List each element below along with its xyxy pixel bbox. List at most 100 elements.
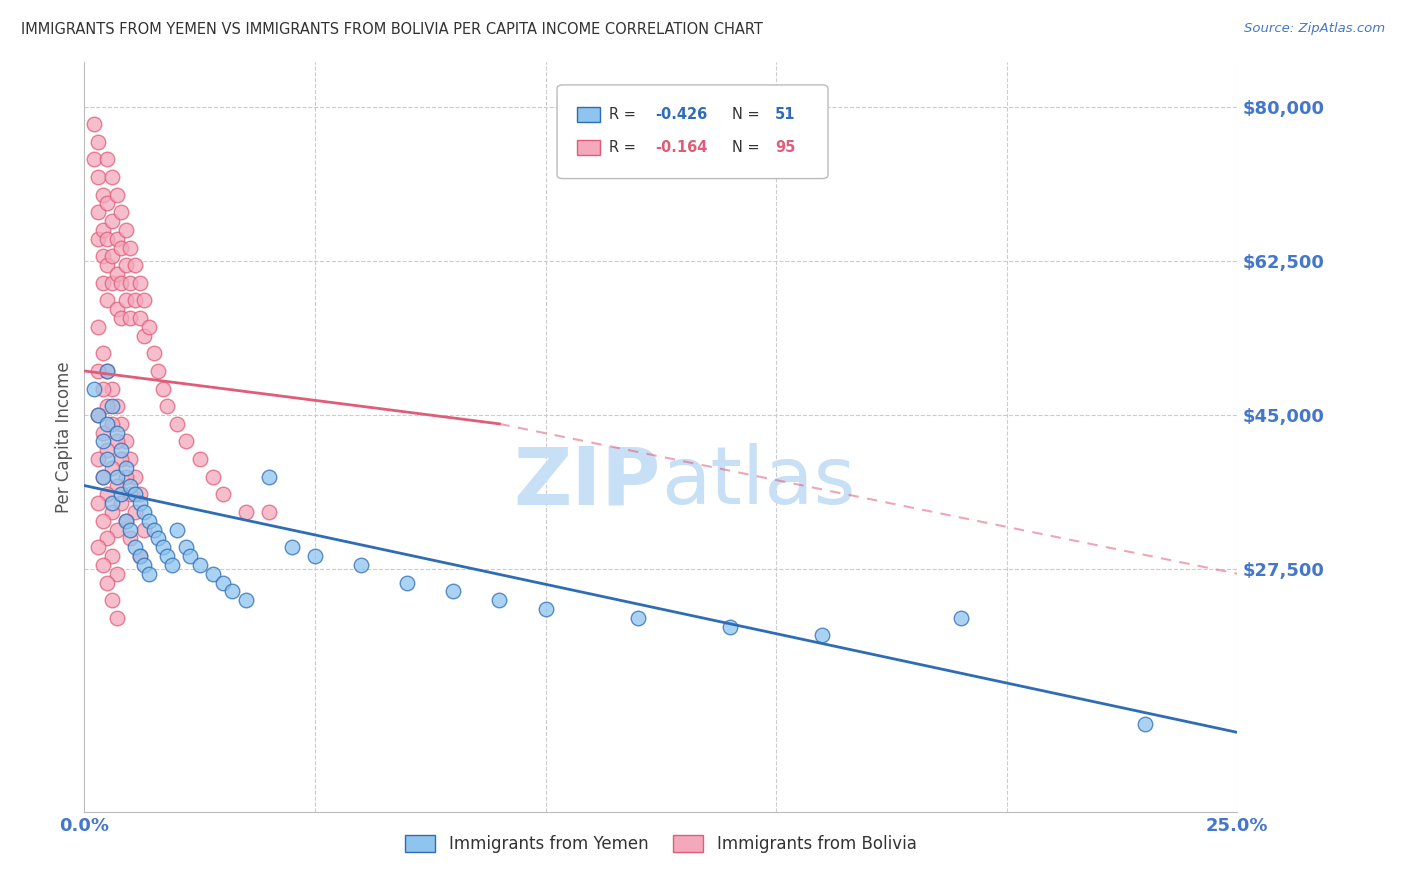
Point (128, 276, 150, 290)
Point (235, 505, 257, 519)
Point (96, 364, 118, 378)
Point (105, 399, 128, 413)
Point (120, 523, 142, 537)
Point (534, 602, 557, 616)
Point (211, 487, 233, 501)
Point (101, 461, 124, 475)
Point (128, 487, 150, 501)
Point (101, 593, 124, 607)
Point (96, 153, 118, 167)
Point (91, 223, 114, 237)
Point (235, 593, 257, 607)
Point (142, 346, 165, 360)
Point (101, 169, 124, 184)
Point (105, 611, 128, 625)
Point (441, 584, 464, 599)
Point (96, 399, 118, 413)
Point (221, 584, 243, 599)
Point (105, 187, 128, 202)
Point (83, 382, 105, 396)
Point (101, 417, 124, 431)
Point (152, 541, 174, 555)
Point (110, 452, 132, 467)
Point (115, 434, 138, 449)
Point (115, 258, 138, 272)
Point (120, 311, 142, 326)
Point (134, 328, 156, 343)
Point (87, 452, 110, 467)
Point (105, 434, 128, 449)
Point (87, 135, 110, 149)
Point (179, 549, 201, 563)
Point (91, 469, 114, 483)
Point (110, 417, 132, 431)
Point (110, 205, 132, 219)
Point (110, 241, 132, 255)
Point (96, 293, 118, 308)
Point (101, 214, 124, 228)
Point (110, 487, 132, 501)
Text: 51: 51 (775, 107, 796, 122)
Point (304, 549, 326, 563)
Point (96, 452, 118, 467)
Point (627, 611, 650, 625)
Text: -0.426: -0.426 (655, 107, 707, 122)
Text: R =: R = (609, 140, 641, 154)
Point (138, 514, 160, 528)
Point (96, 196, 118, 211)
Point (115, 223, 138, 237)
Point (91, 558, 114, 572)
Point (101, 276, 124, 290)
Point (105, 267, 128, 281)
Point (105, 232, 128, 246)
Point (124, 541, 146, 555)
Point (134, 293, 156, 308)
Point (115, 469, 138, 483)
Text: ZIP: ZIP (513, 443, 661, 521)
Point (120, 478, 142, 492)
Point (87, 541, 110, 555)
Point (202, 566, 225, 581)
Point (120, 487, 142, 501)
Point (91, 276, 114, 290)
Point (91, 425, 114, 440)
Point (156, 399, 179, 413)
Point (134, 505, 156, 519)
Point (87, 169, 110, 184)
Point (120, 276, 142, 290)
Point (105, 523, 128, 537)
Point (211, 575, 233, 590)
Point (96, 232, 118, 246)
Point (188, 452, 211, 467)
Point (105, 478, 128, 492)
Point (128, 549, 150, 563)
Point (115, 514, 138, 528)
Point (396, 575, 419, 590)
Point (96, 443, 118, 458)
Point (105, 302, 128, 317)
Point (134, 523, 156, 537)
Point (138, 319, 160, 334)
Point (188, 558, 211, 572)
Point (202, 469, 225, 483)
Point (96, 575, 118, 590)
Point (120, 241, 142, 255)
Point (1133, 716, 1156, 731)
Text: Source: ZipAtlas.com: Source: ZipAtlas.com (1244, 22, 1385, 36)
Point (96, 532, 118, 546)
Point (91, 434, 114, 449)
Point (87, 232, 110, 246)
Point (120, 532, 142, 546)
Point (101, 399, 124, 413)
Point (718, 619, 741, 633)
Point (146, 532, 169, 546)
Point (811, 628, 834, 642)
Point (91, 469, 114, 483)
Point (87, 205, 110, 219)
Point (87, 496, 110, 510)
Point (488, 593, 510, 607)
Point (101, 249, 124, 263)
Point (91, 187, 114, 202)
Point (115, 461, 138, 475)
Point (87, 408, 110, 422)
